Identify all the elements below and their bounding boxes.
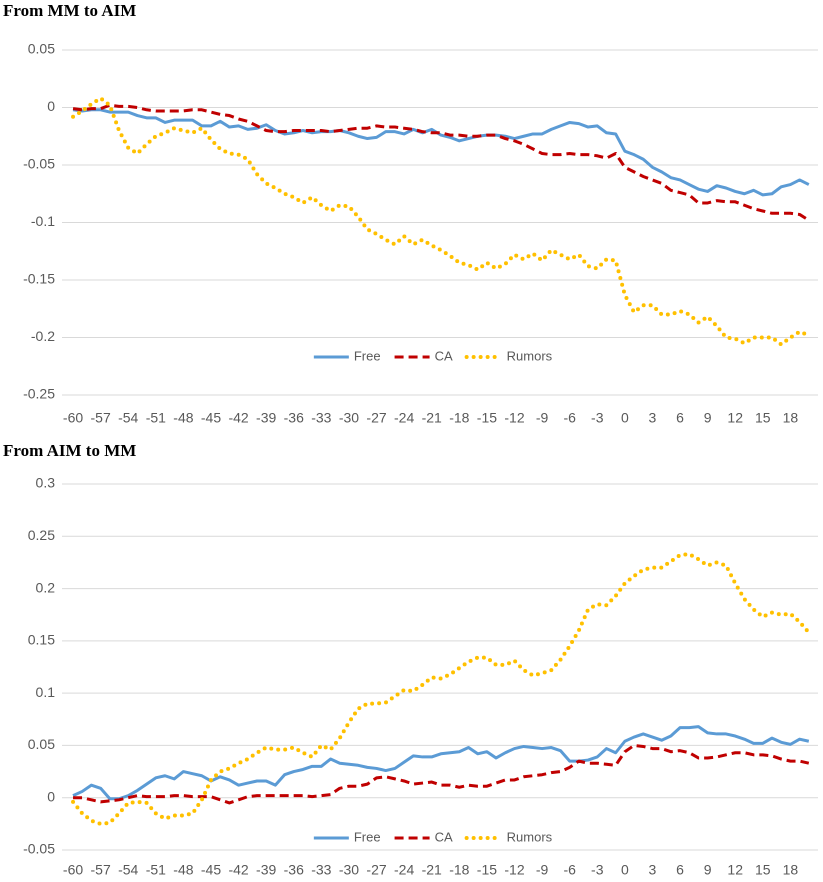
x-tick-label: -3 bbox=[591, 410, 604, 426]
y-tick-label: 0.25 bbox=[28, 527, 55, 543]
x-tick-label: -6 bbox=[563, 862, 576, 878]
x-tick-label: -9 bbox=[536, 862, 549, 878]
x-tick-label: 6 bbox=[676, 862, 684, 878]
x-tick-label: -51 bbox=[146, 862, 166, 878]
x-tick-label: -30 bbox=[339, 862, 359, 878]
y-tick-label: -0.05 bbox=[23, 156, 55, 172]
series-line bbox=[71, 96, 811, 347]
y-tick-label: -0.05 bbox=[23, 841, 55, 857]
x-tick-label: 15 bbox=[755, 862, 771, 878]
x-tick-label: 3 bbox=[649, 410, 657, 426]
x-tick-label: -15 bbox=[477, 862, 497, 878]
y-tick-label: -0.1 bbox=[31, 213, 55, 229]
y-tick-label: 0.05 bbox=[28, 41, 55, 57]
y-tick-label: 0 bbox=[47, 98, 55, 114]
legend-label: Free bbox=[354, 829, 381, 844]
chart-title: From MM to AIM bbox=[3, 1, 136, 20]
x-tick-label: -27 bbox=[366, 410, 386, 426]
x-tick-label: -42 bbox=[228, 410, 248, 426]
legend-label: CA bbox=[435, 348, 453, 363]
y-tick-label: -0.2 bbox=[31, 328, 55, 344]
x-tick-label: -9 bbox=[536, 410, 549, 426]
x-tick-label: -60 bbox=[63, 410, 83, 426]
y-tick-label: 0.1 bbox=[36, 684, 56, 700]
x-tick-label: -15 bbox=[477, 410, 497, 426]
y-tick-label: -0.25 bbox=[23, 386, 55, 402]
x-tick-label: -36 bbox=[284, 410, 304, 426]
x-tick-label: -21 bbox=[422, 410, 442, 426]
x-tick-label: -54 bbox=[118, 410, 138, 426]
series-line bbox=[72, 108, 810, 197]
x-tick-label: -57 bbox=[91, 862, 111, 878]
x-tick-label: 12 bbox=[727, 862, 743, 878]
x-tick-label: -33 bbox=[311, 862, 331, 878]
x-tick-label: -51 bbox=[146, 410, 166, 426]
x-tick-label: 12 bbox=[727, 410, 743, 426]
series-line bbox=[73, 743, 810, 805]
x-tick-label: -33 bbox=[311, 410, 331, 426]
x-tick-label: -18 bbox=[449, 410, 469, 426]
x-tick-label: -27 bbox=[366, 862, 386, 878]
x-tick-label: -48 bbox=[173, 410, 193, 426]
y-tick-label: 0 bbox=[47, 788, 55, 804]
x-tick-label: -60 bbox=[63, 862, 83, 878]
x-tick-label: 18 bbox=[783, 862, 799, 878]
x-tick-label: -3 bbox=[591, 862, 604, 878]
x-tick-label: -12 bbox=[504, 862, 524, 878]
x-tick-label: -39 bbox=[256, 862, 276, 878]
x-tick-label: -12 bbox=[504, 410, 524, 426]
x-tick-label: -39 bbox=[256, 410, 276, 426]
x-tick-label: 15 bbox=[755, 410, 771, 426]
y-tick-label: 0.05 bbox=[28, 736, 55, 752]
x-tick-label: -24 bbox=[394, 410, 414, 426]
x-tick-label: 0 bbox=[621, 862, 629, 878]
series-line bbox=[71, 552, 811, 826]
x-tick-label: -54 bbox=[118, 862, 138, 878]
x-tick-label: -48 bbox=[173, 862, 193, 878]
x-tick-label: -18 bbox=[449, 862, 469, 878]
x-tick-label: -36 bbox=[284, 862, 304, 878]
x-tick-label: -30 bbox=[339, 410, 359, 426]
x-tick-label: 9 bbox=[704, 862, 712, 878]
x-tick-label: -21 bbox=[422, 862, 442, 878]
y-tick-label: 0.2 bbox=[36, 579, 56, 595]
legend-label: CA bbox=[435, 829, 453, 844]
x-tick-label: 3 bbox=[649, 862, 657, 878]
y-tick-label: -0.15 bbox=[23, 271, 55, 287]
series-line bbox=[72, 103, 810, 222]
x-tick-label: -57 bbox=[91, 410, 111, 426]
x-tick-label: -24 bbox=[394, 862, 414, 878]
legend-label: Rumors bbox=[507, 348, 553, 363]
x-tick-label: 0 bbox=[621, 410, 629, 426]
x-tick-label: -6 bbox=[563, 410, 576, 426]
series-line bbox=[72, 725, 810, 801]
legend-label: Free bbox=[354, 348, 381, 363]
x-tick-label: -42 bbox=[228, 862, 248, 878]
chart-title: From AIM to MM bbox=[3, 441, 136, 460]
y-tick-label: 0.3 bbox=[36, 475, 56, 491]
x-tick-label: -45 bbox=[201, 862, 221, 878]
x-tick-label: 18 bbox=[783, 410, 799, 426]
x-tick-label: -45 bbox=[201, 410, 221, 426]
y-tick-label: 0.15 bbox=[28, 632, 55, 648]
x-tick-label: 9 bbox=[704, 410, 712, 426]
legend-label: Rumors bbox=[507, 829, 553, 844]
x-tick-label: 6 bbox=[676, 410, 684, 426]
